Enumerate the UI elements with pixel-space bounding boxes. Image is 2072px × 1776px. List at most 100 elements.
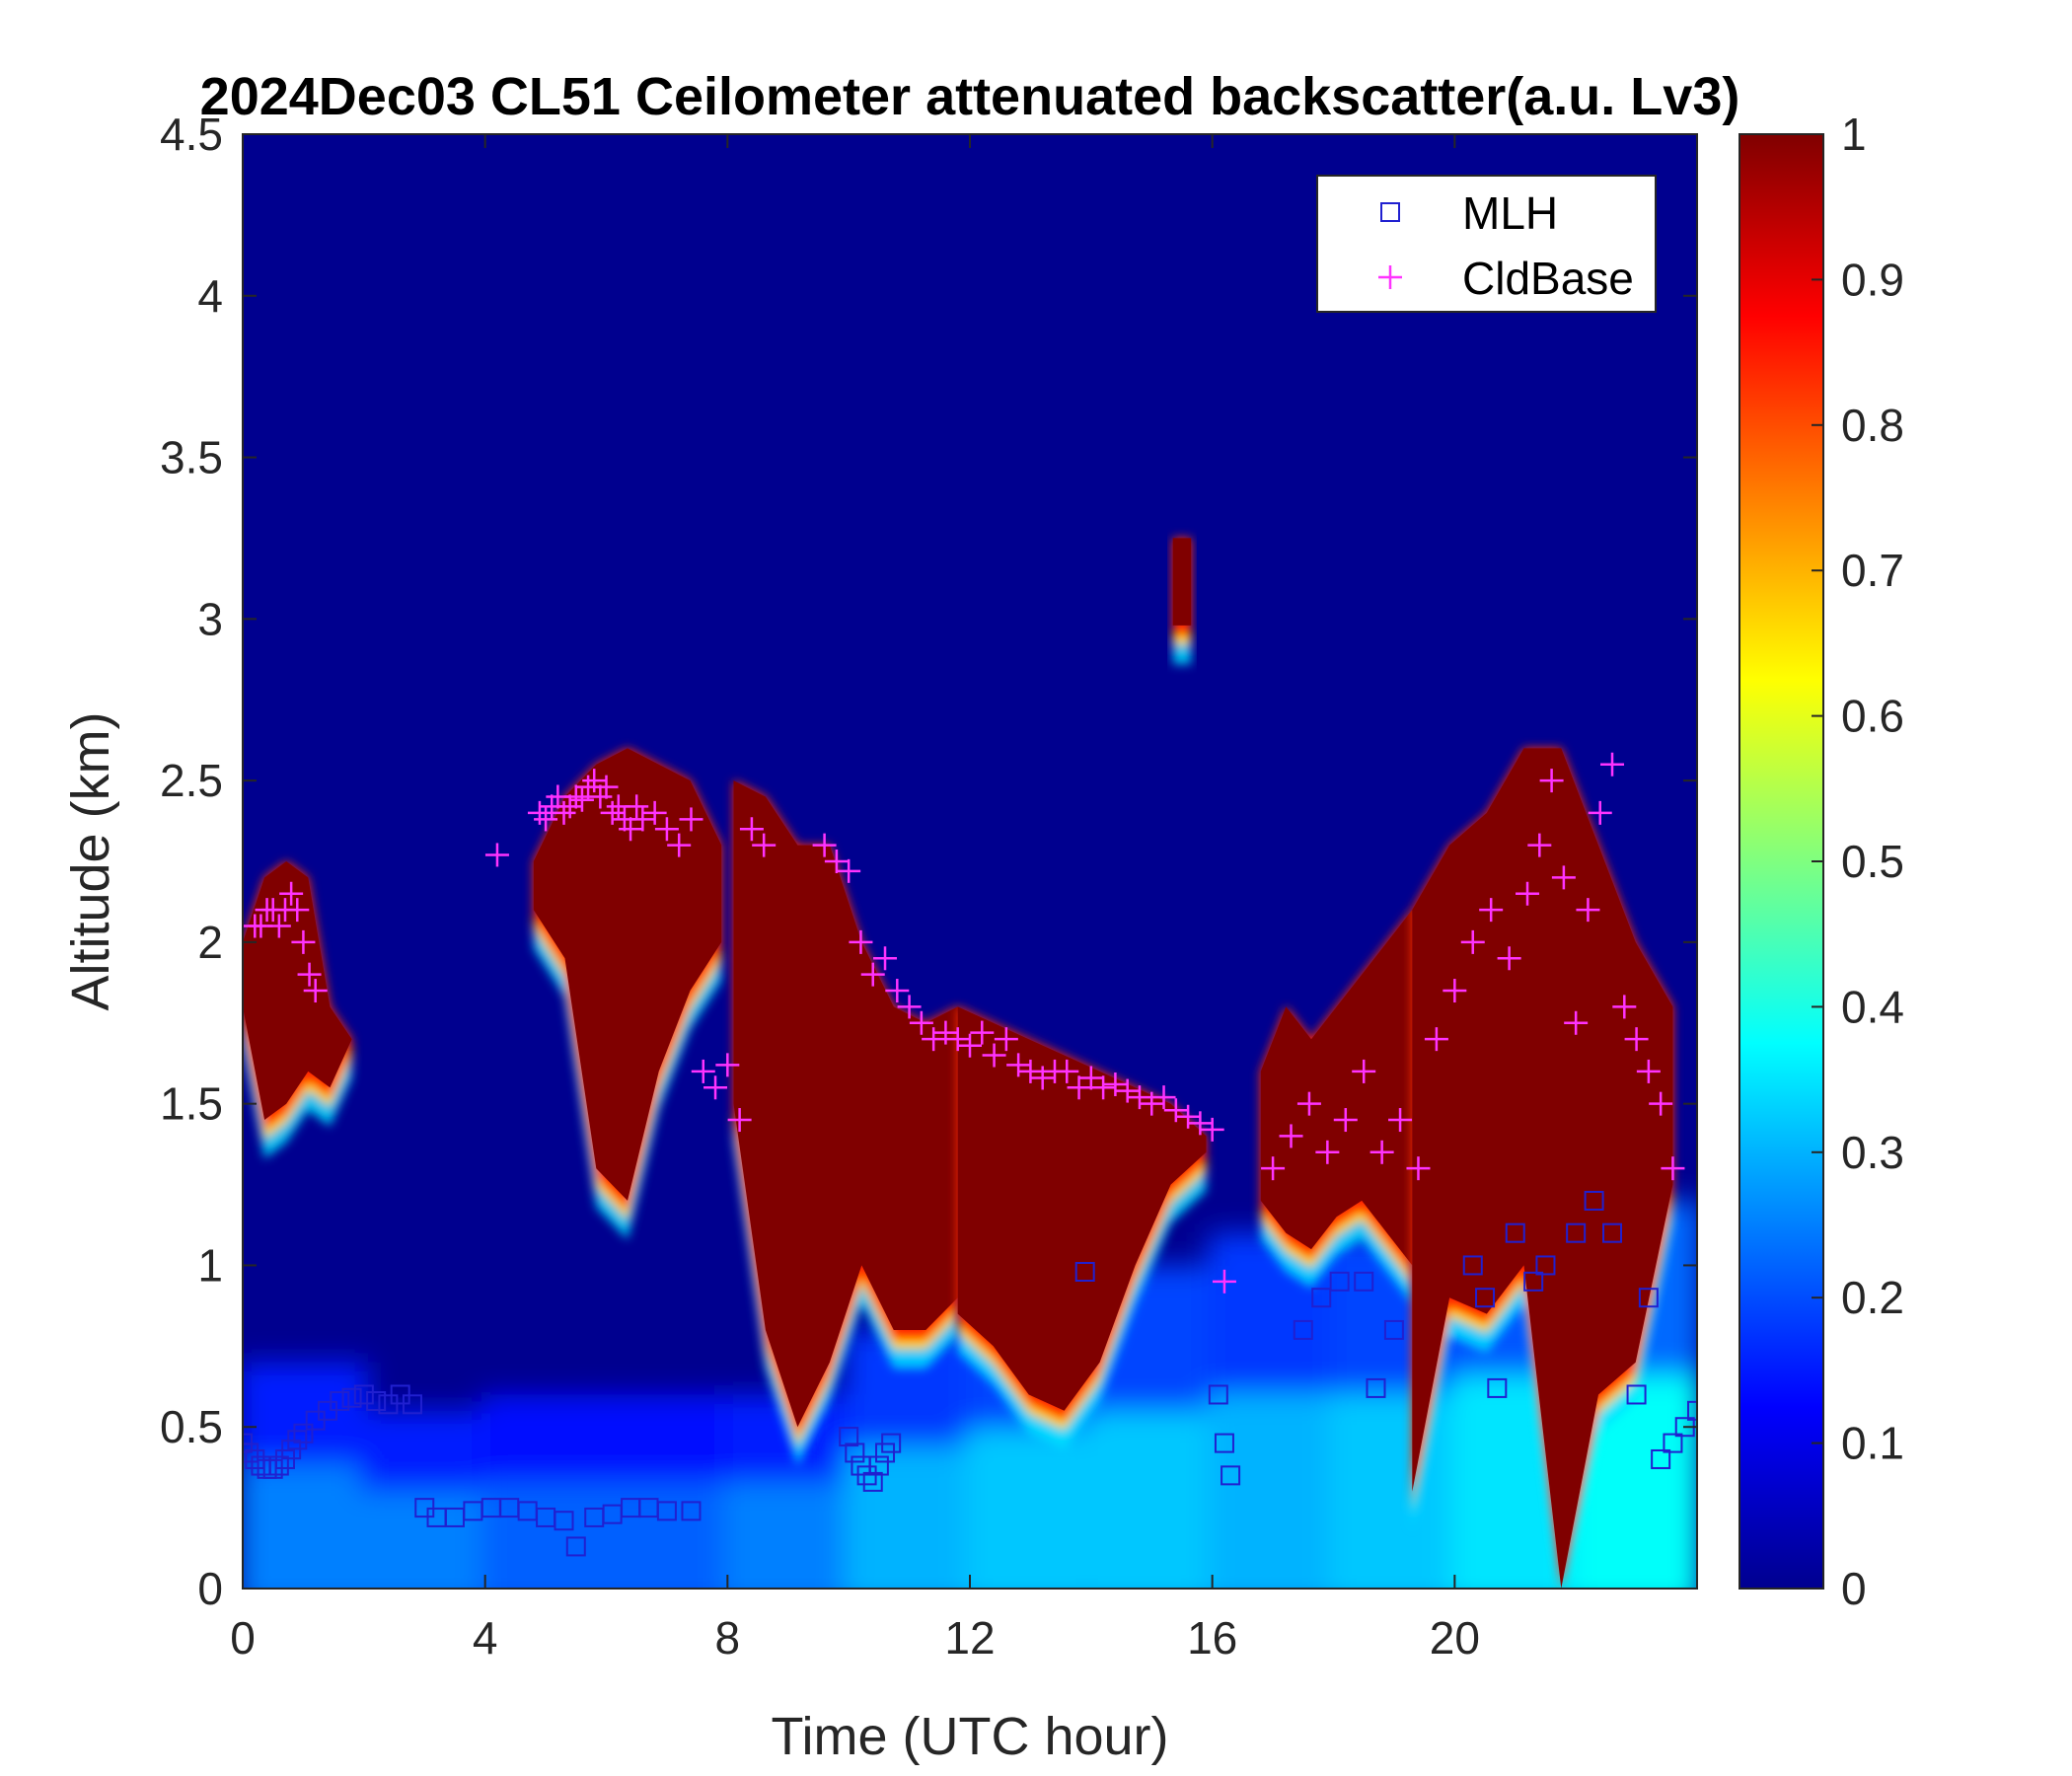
cldbase-point — [534, 807, 558, 832]
mlh-point — [287, 1430, 308, 1450]
mlh-point — [1505, 1222, 1525, 1243]
cldbase-point — [1527, 833, 1552, 857]
cldbase-point — [297, 962, 322, 987]
cloud-layer-2 — [733, 780, 958, 1466]
cldbase-point — [484, 843, 509, 867]
cldbase-point — [715, 1053, 740, 1077]
mlh-point — [1354, 1271, 1374, 1292]
mlh-point — [1626, 1384, 1647, 1405]
colorbar-tick-label: 0.8 — [1841, 400, 1904, 451]
cldbase-point — [1018, 1059, 1043, 1083]
aerosol-layer-group — [243, 1200, 1697, 1589]
cloud-layer-3 — [957, 1006, 1207, 1450]
cldbase-point — [1176, 1104, 1201, 1129]
cldbase-markers — [243, 752, 1685, 1294]
mlh-point — [402, 1394, 422, 1415]
y-tick-label: 4 — [197, 270, 223, 322]
aerosol-cell-inner — [966, 1428, 1095, 1589]
cldbase-point — [945, 1027, 970, 1052]
cldbase-point — [933, 1020, 958, 1045]
mlh-point — [565, 1536, 586, 1557]
cldbase-point — [527, 800, 552, 825]
mlh-point — [293, 1423, 314, 1443]
mlh-point — [1329, 1271, 1350, 1292]
cldbase-point — [600, 800, 625, 825]
mlh-point — [1487, 1377, 1508, 1398]
aerosol-cell-inner — [359, 1490, 489, 1589]
colorbar-tick-label: 1 — [1841, 109, 1867, 160]
mlh-point — [1687, 1400, 1697, 1421]
cldbase-point — [1406, 1156, 1431, 1181]
colorbar-tick-label: 0.9 — [1841, 254, 1904, 305]
cldbase-point — [1636, 1059, 1661, 1083]
cloud-layer-4 — [1172, 538, 1192, 665]
cldbase-point — [691, 1059, 715, 1083]
cldbase-point — [909, 1010, 933, 1035]
cldbase-point — [594, 775, 619, 799]
mlh-point — [1638, 1288, 1659, 1308]
cldbase-point — [873, 946, 898, 971]
cloud-core — [1412, 748, 1673, 1589]
cloud-core — [1260, 910, 1413, 1266]
cldbase-point — [1188, 1111, 1213, 1136]
cldbase-point — [654, 817, 679, 842]
cldbase-point — [1333, 1108, 1358, 1133]
cldbase-point — [739, 817, 764, 842]
cldbase-point — [1296, 1091, 1321, 1116]
x-tick-label: 20 — [1430, 1612, 1480, 1664]
mlh-point — [268, 1455, 289, 1476]
cldbase-point — [970, 1020, 995, 1045]
mlh-point — [1293, 1319, 1313, 1340]
cldbase-point — [860, 962, 885, 987]
mlh-point — [1584, 1190, 1604, 1211]
mlh-point — [868, 1455, 889, 1476]
aerosol-cell-inner — [723, 1481, 853, 1589]
cldbase-point — [630, 807, 655, 832]
mlh-point — [845, 1443, 865, 1463]
mlh-point — [1214, 1433, 1234, 1453]
mlh-point — [1651, 1448, 1671, 1469]
cloud-core — [733, 780, 958, 1428]
mlh-point — [330, 1391, 350, 1412]
mlh-point — [1208, 1384, 1228, 1405]
cldbase-point — [837, 858, 861, 883]
cloud-core — [533, 748, 722, 1201]
cloud-layer-group — [243, 538, 1673, 1589]
mlh-point — [656, 1501, 677, 1521]
cldbase-point — [1564, 1010, 1589, 1035]
cldbase-point — [1212, 1269, 1236, 1294]
cldbase-point — [1443, 979, 1467, 1003]
cldbase-point — [824, 850, 849, 873]
cldbase-point — [1115, 1078, 1140, 1103]
cldbase-point — [619, 817, 643, 842]
cldbase-point — [582, 769, 607, 793]
mlh-point — [1221, 1465, 1241, 1486]
y-tick-label: 4.5 — [160, 109, 223, 160]
colorbar-tick-label: 0.4 — [1841, 981, 1904, 1032]
y-tick-label: 1 — [197, 1239, 223, 1291]
cldbase-point — [1516, 881, 1540, 906]
cldbase-point — [1140, 1091, 1164, 1116]
aerosol-cell-inner — [243, 1463, 368, 1589]
cldbase-point — [812, 833, 837, 857]
cldbase-point — [1006, 1053, 1031, 1077]
cldbase-point — [291, 929, 316, 954]
cloud-layer-6 — [1412, 748, 1673, 1589]
cldbase-point — [752, 833, 777, 857]
legend: MLH CldBase — [1316, 175, 1657, 313]
mlh-point — [681, 1501, 702, 1521]
y-tick-label: 0.5 — [160, 1401, 223, 1452]
cloud-layer-5 — [1260, 910, 1413, 1304]
mlh-point — [1074, 1261, 1095, 1282]
cldbase-point — [1551, 865, 1576, 890]
cldbase-point — [958, 1033, 982, 1058]
mlh-point — [341, 1387, 362, 1408]
plot-area — [243, 134, 1697, 1589]
cldbase-point — [1261, 1156, 1286, 1181]
cldbase-point — [1479, 898, 1504, 923]
cldbase-point — [552, 800, 576, 825]
y-axis: 0 0.5 1 1.5 2 2.5 3 3.5 4 4.5 — [160, 109, 1697, 1614]
cldbase-point — [303, 979, 328, 1003]
cldbase-point — [1352, 1059, 1376, 1083]
